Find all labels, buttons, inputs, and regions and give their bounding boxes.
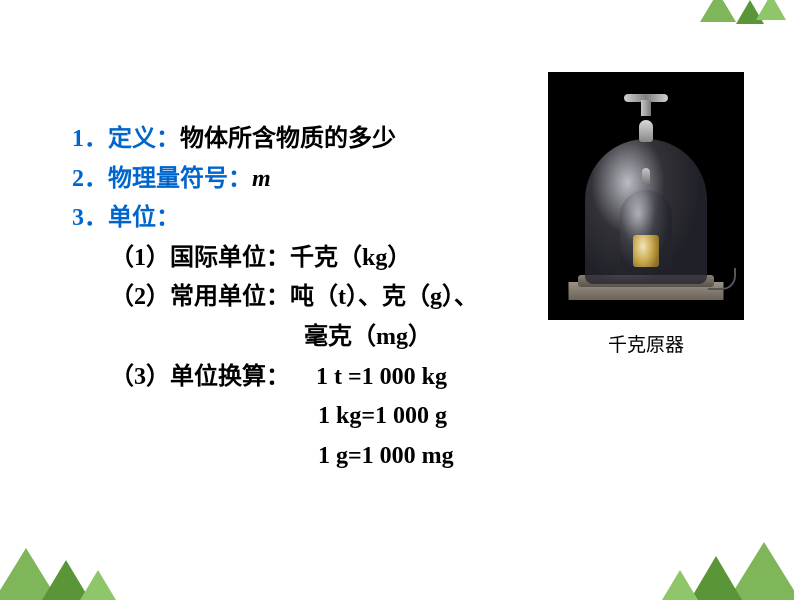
- conversion-line: 1 t =1 000 kg: [316, 358, 447, 398]
- outer-knob-shape: [639, 120, 653, 142]
- sub-conversion: （3）单位换算： 1 t =1 000 kg: [110, 358, 794, 398]
- sub-name: 单位换算：: [170, 364, 290, 390]
- inner-knob-shape: [642, 168, 650, 184]
- slide: 1． 定义： 物体所含物质的多少 2． 物理量符号： m 3． 单位： （1）国…: [0, 0, 794, 596]
- figure-caption: 千克原器: [548, 330, 744, 357]
- sub-index: （1）: [110, 245, 170, 271]
- sub-index: （2）: [110, 284, 170, 310]
- item-text: 物体所含物质的多少: [180, 120, 396, 160]
- figure-kilogram-prototype: 千克原器: [548, 72, 744, 357]
- kilogram-cylinder: [633, 235, 659, 267]
- tree-icon: [700, 0, 736, 22]
- item-label: 定义：: [108, 120, 180, 160]
- symbol-m: m: [252, 160, 271, 200]
- valve-assembly: [624, 86, 668, 116]
- item-label: 物理量符号：: [108, 160, 252, 200]
- sub-index: （3）: [110, 364, 170, 390]
- sub-value: 千克（kg）: [290, 245, 411, 271]
- conversion-line: 1 kg=1 000 g: [318, 397, 794, 437]
- conversion-line: 1 g=1 000 mg: [318, 437, 794, 477]
- valve-stem: [641, 100, 651, 116]
- sub-name: 常用单位：: [170, 284, 290, 310]
- sub-name: 国际单位：: [170, 245, 290, 271]
- item-number: 1．: [72, 120, 108, 160]
- tree-icon: [756, 0, 786, 20]
- item-number: 2．: [72, 160, 108, 200]
- figure-image: [548, 72, 744, 320]
- sub-value: 吨（t）、克（g）、: [290, 284, 478, 310]
- item-label: 单位：: [108, 199, 180, 239]
- item-number: 3．: [72, 199, 108, 239]
- wire-shape: [708, 268, 736, 290]
